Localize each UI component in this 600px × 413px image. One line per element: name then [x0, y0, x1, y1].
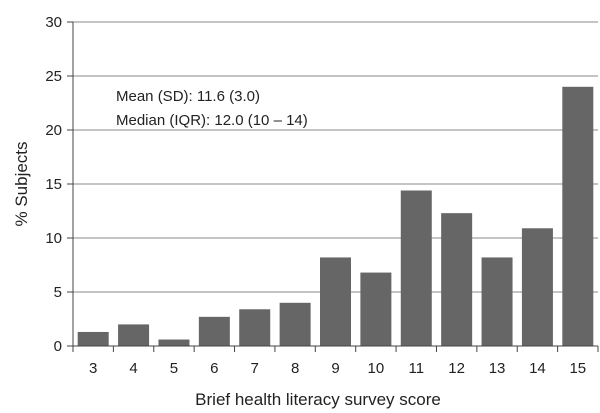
x-tick-label: 5 — [170, 360, 178, 377]
x-axis-title: Brief health literacy survey score — [195, 390, 441, 409]
y-axis-title: % Subjects — [12, 141, 31, 226]
bar — [77, 331, 109, 346]
y-tick-label: 25 — [45, 68, 62, 85]
bar — [320, 257, 351, 346]
y-tick-label: 0 — [54, 338, 62, 355]
x-tick-label: 7 — [251, 360, 259, 377]
x-tick-label: 13 — [489, 360, 506, 377]
bar — [239, 309, 271, 346]
bar — [481, 257, 513, 346]
x-tick-label: 9 — [331, 360, 339, 377]
x-tick-label: 10 — [368, 360, 385, 377]
x-tick-label: 15 — [569, 360, 586, 377]
x-tick-label: 8 — [291, 360, 299, 377]
bars — [77, 86, 594, 347]
y-tick-label: 10 — [45, 230, 62, 247]
bar — [158, 339, 190, 346]
bar — [400, 190, 432, 346]
x-axis-ticks: 3 4 5 6 7 8 9 10 11 12 13 14 15 — [72, 346, 599, 377]
x-tick-label: 6 — [210, 360, 218, 377]
x-tick-label: 11 — [408, 360, 424, 377]
y-tick-label: 30 — [45, 14, 62, 31]
y-tick-label: 5 — [54, 284, 62, 301]
x-tick-label: 12 — [448, 360, 465, 377]
bar — [279, 302, 311, 346]
annotation-median: Median (IQR): 12.0 (10 – 14) — [116, 112, 308, 129]
bar — [441, 213, 473, 346]
annotation-mean: Mean (SD): 11.6 (3.0) — [116, 88, 260, 105]
bar — [118, 324, 150, 346]
y-tick-label: 20 — [45, 122, 62, 139]
y-tick-label: 15 — [45, 176, 62, 193]
x-tick-label: 14 — [529, 360, 546, 377]
bar — [198, 316, 230, 346]
bar — [521, 228, 553, 346]
y-axis-ticks: 0 5 10 15 20 25 30 — [45, 14, 73, 355]
bar — [360, 272, 392, 346]
bar — [562, 86, 594, 347]
x-tick-label: 3 — [89, 360, 97, 377]
x-tick-label: 4 — [129, 360, 137, 377]
grid-lines — [73, 21, 598, 293]
